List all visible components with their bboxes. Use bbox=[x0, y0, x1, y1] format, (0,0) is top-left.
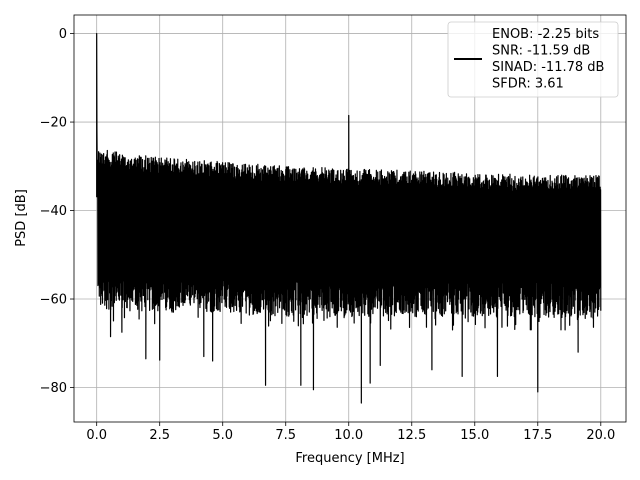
x-tick-label: 2.5 bbox=[149, 428, 170, 443]
y-axis: 0 −20 −40 −60 −80 bbox=[40, 27, 74, 396]
series-layer bbox=[96, 32, 602, 404]
x-tick-label: 0.0 bbox=[86, 428, 107, 443]
x-tick-label: 20.0 bbox=[586, 428, 615, 443]
x-tick-label: 12.5 bbox=[397, 428, 426, 443]
x-axis-label: Frequency [MHz] bbox=[295, 451, 404, 466]
legend-text-sinad: SINAD: -11.78 dB bbox=[492, 60, 604, 75]
legend-text-snr: SNR: -11.59 dB bbox=[492, 44, 590, 59]
y-tick-label: −80 bbox=[40, 381, 67, 396]
x-tick-label: 17.5 bbox=[523, 428, 552, 443]
psd-series-line bbox=[96, 32, 602, 404]
x-axis: 0.0 2.5 5.0 7.5 10.0 12.5 15.0 17.5 20.0 bbox=[86, 422, 615, 443]
legend-box bbox=[447, 21, 619, 98]
y-tick-label: −40 bbox=[40, 204, 67, 219]
y-tick-label: 0 bbox=[59, 27, 67, 42]
y-tick-label: −60 bbox=[40, 293, 67, 308]
x-tick-label: 15.0 bbox=[460, 428, 489, 443]
y-axis-label: PSD [dB] bbox=[14, 189, 29, 247]
legend-text-enob: ENOB: -2.25 bits bbox=[492, 27, 599, 42]
legend-text-sfdr: SFDR: 3.61 bbox=[492, 77, 564, 92]
y-tick-label: −20 bbox=[40, 116, 67, 131]
x-tick-label: 7.5 bbox=[275, 428, 296, 443]
legend: ENOB: -2.25 bits SNR: -11.59 dB SINAD: -… bbox=[447, 21, 619, 98]
x-tick-label: 5.0 bbox=[212, 428, 233, 443]
x-tick-label: 10.0 bbox=[334, 428, 363, 443]
plot-frame bbox=[73, 14, 627, 423]
